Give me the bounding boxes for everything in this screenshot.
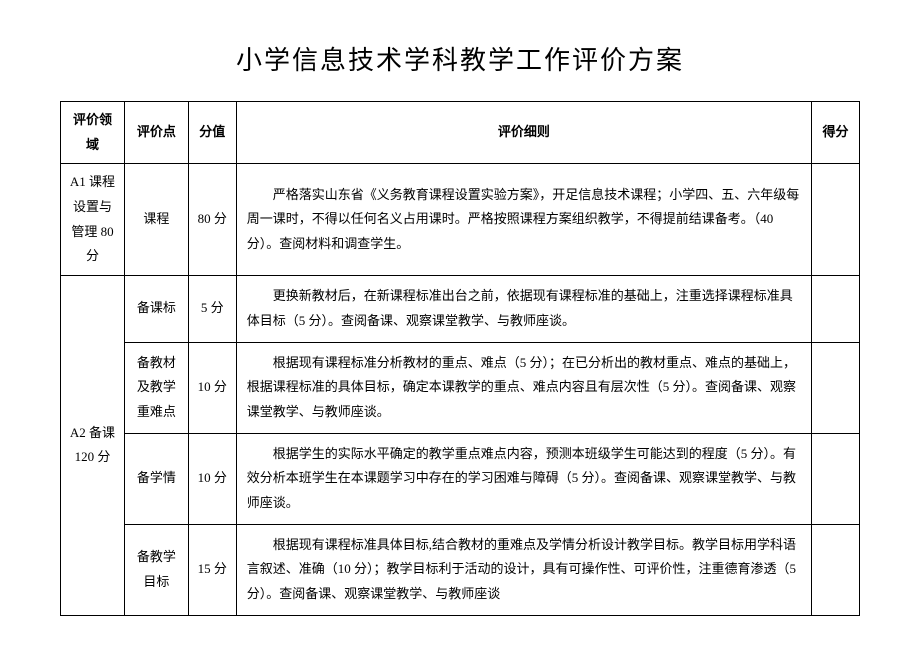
cell-point: 课程 (124, 164, 188, 276)
cell-got (812, 164, 860, 276)
cell-got (812, 276, 860, 342)
col-score: 分值 (188, 102, 236, 164)
cell-got (812, 433, 860, 524)
table-row: 备学情 10 分 根据学生的实际水平确定的教学重点难点内容，预测本班级学生可能达… (61, 433, 860, 524)
cell-score: 5 分 (188, 276, 236, 342)
cell-detail: 根据现有课程标准具体目标,结合教材的重难点及学情分析设计教学目标。教学目标用学科… (236, 524, 811, 615)
cell-score: 10 分 (188, 342, 236, 433)
table-row: 备教学目标 15 分 根据现有课程标准具体目标,结合教材的重难点及学情分析设计教… (61, 524, 860, 615)
cell-detail: 根据学生的实际水平确定的教学重点难点内容，预测本班级学生可能达到的程度（5 分）… (236, 433, 811, 524)
table-row: 备教材及教学重难点 10 分 根据现有课程标准分析教材的重点、难点（5 分）；在… (61, 342, 860, 433)
evaluation-table: 评价领域 评价点 分值 评价细则 得分 A1 课程设置与管理 80 分 课程 8… (60, 101, 860, 616)
cell-score: 10 分 (188, 433, 236, 524)
cell-detail: 根据现有课程标准分析教材的重点、难点（5 分）；在已分析出的教材重点、难点的基础… (236, 342, 811, 433)
page-title: 小学信息技术学科教学工作评价方案 (60, 40, 860, 77)
cell-score: 15 分 (188, 524, 236, 615)
cell-area: A2 备课 120 分 (61, 276, 125, 616)
cell-got (812, 342, 860, 433)
cell-point: 备教材及教学重难点 (124, 342, 188, 433)
cell-point: 备学情 (124, 433, 188, 524)
table-row: A2 备课 120 分 备课标 5 分 更换新教材后，在新课程标准出台之前，依据… (61, 276, 860, 342)
cell-detail: 严格落实山东省《义务教育课程设置实验方案》，开足信息技术课程；小学四、五、六年级… (236, 164, 811, 276)
table-header-row: 评价领域 评价点 分值 评价细则 得分 (61, 102, 860, 164)
col-got: 得分 (812, 102, 860, 164)
cell-score: 80 分 (188, 164, 236, 276)
col-area: 评价领域 (61, 102, 125, 164)
cell-got (812, 524, 860, 615)
cell-point: 备教学目标 (124, 524, 188, 615)
cell-detail: 更换新教材后，在新课程标准出台之前，依据现有课程标准的基础上，注重选择课程标准具… (236, 276, 811, 342)
col-point: 评价点 (124, 102, 188, 164)
table-row: A1 课程设置与管理 80 分 课程 80 分 严格落实山东省《义务教育课程设置… (61, 164, 860, 276)
col-detail: 评价细则 (236, 102, 811, 164)
cell-area: A1 课程设置与管理 80 分 (61, 164, 125, 276)
cell-point: 备课标 (124, 276, 188, 342)
